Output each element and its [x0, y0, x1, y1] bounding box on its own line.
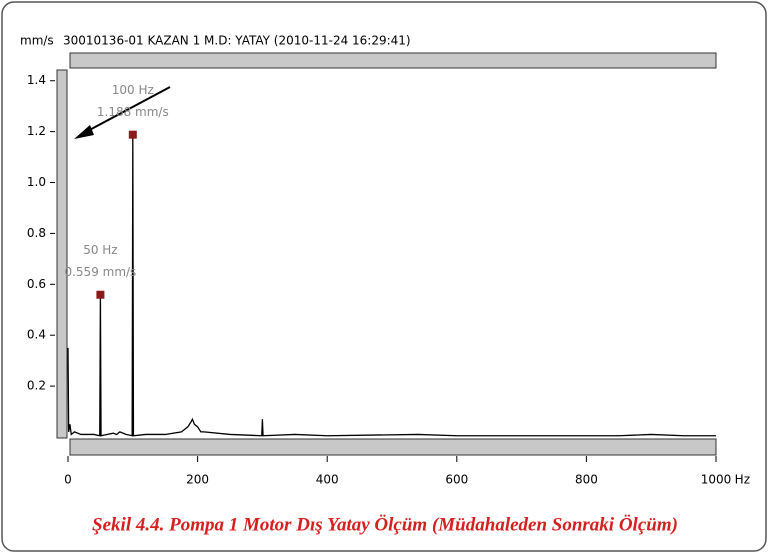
peak-marker: [128, 130, 137, 139]
spectrum-line: [67, 134, 716, 437]
y-tick-label: 0.4: [27, 328, 46, 342]
x-tick-label: 0: [64, 473, 72, 487]
x-unit: Hz: [735, 473, 750, 487]
bottom-scrollbar[interactable]: [69, 438, 717, 456]
y-unit: mm/s: [20, 34, 54, 48]
peak-marker: [96, 290, 105, 299]
peak-freq-label: 100 Hz: [112, 83, 154, 97]
x-tick-label: 400: [316, 473, 339, 487]
x-tick-label: 600: [445, 473, 468, 487]
x-tick-label: 200: [186, 473, 209, 487]
x-tick-label: 800: [575, 473, 598, 487]
y-tick-label: 1.2: [27, 124, 46, 138]
peak-amp-label: 1.188 mm/s: [97, 105, 169, 119]
peak-freq-label: 50 Hz: [83, 243, 117, 257]
y-tick-label: 1.4: [27, 73, 46, 87]
top-scrollbar[interactable]: [69, 52, 717, 69]
y-tick-label: 0.8: [27, 226, 46, 240]
x-tick-label: 1000: [701, 473, 732, 487]
arrow: [81, 86, 171, 135]
peak-amp-label: 0.559 mm/s: [64, 265, 136, 279]
y-tick-label: 0.2: [27, 379, 46, 393]
left-scrollbar[interactable]: [56, 69, 68, 439]
y-tick-label: 1.0: [27, 175, 46, 189]
y-tick-label: 0.6: [27, 277, 46, 291]
caption: Şekil 4.4. Pompa 1 Motor Dış Yatay Ölçüm…: [92, 514, 678, 535]
chart-title: 30010136-01 KAZAN 1 M.D: YATAY (2010-11-…: [63, 34, 411, 48]
arrow-head: [74, 125, 94, 139]
